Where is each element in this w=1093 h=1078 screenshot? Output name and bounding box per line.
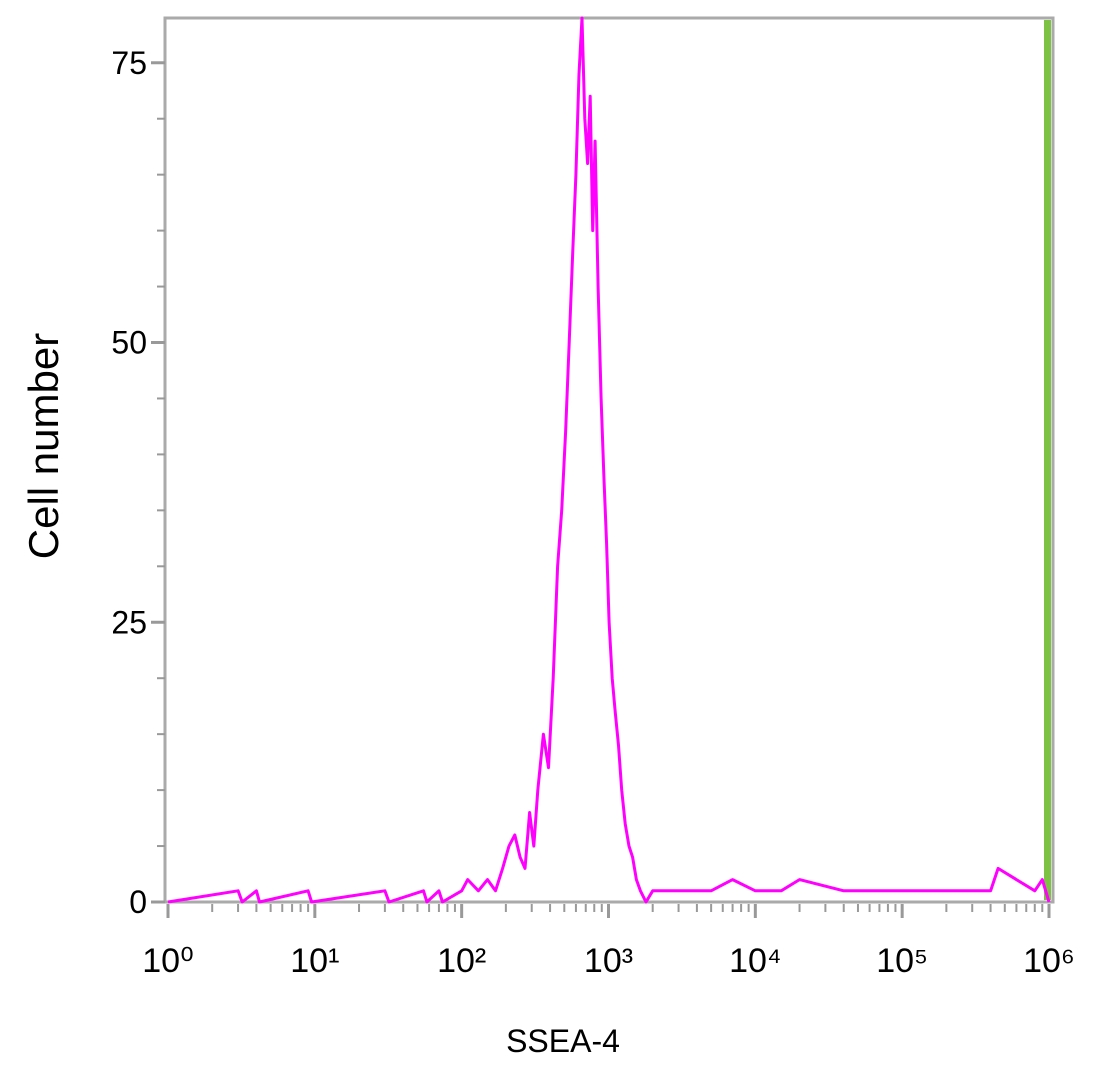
y-axis-label: Cell number bbox=[20, 333, 67, 559]
x-tick-label: 10² bbox=[437, 942, 486, 980]
x-tick-label: 10⁶ bbox=[1023, 942, 1075, 980]
y-tick-label: 50 bbox=[111, 325, 147, 361]
x-tick-label: 10⁴ bbox=[729, 942, 781, 980]
x-tick-label: 10⁰ bbox=[142, 942, 193, 980]
x-tick-label: 10¹ bbox=[290, 942, 339, 980]
y-tick-label: 75 bbox=[111, 45, 147, 81]
plot-frame bbox=[163, 16, 1055, 904]
x-tick-label: 10⁵ bbox=[876, 942, 928, 980]
y-tick-label: 25 bbox=[111, 604, 147, 640]
y-tick-label: 0 bbox=[129, 884, 147, 920]
gate-bar bbox=[1044, 20, 1051, 900]
x-tick-label: 10³ bbox=[584, 942, 633, 980]
x-axis-label: SSEA-4 bbox=[506, 1023, 620, 1059]
histogram-line bbox=[167, 16, 1051, 904]
